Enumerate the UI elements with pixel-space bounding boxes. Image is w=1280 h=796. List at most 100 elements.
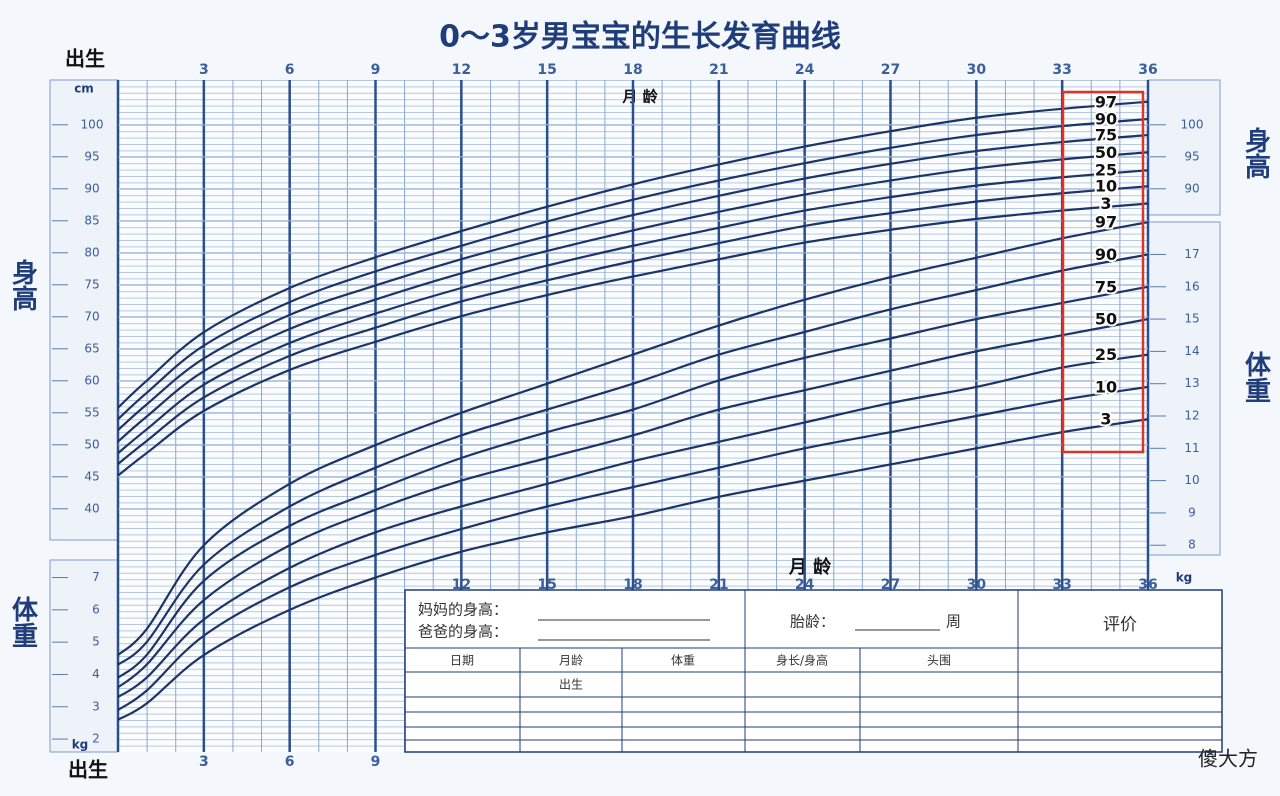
x-axis-label: 月 龄 [621,88,658,106]
x-tick-label: 3 [199,62,209,78]
legend-label: 50 [1095,310,1117,329]
y-tick-label: 40 [84,501,99,515]
percentile-curve [117,133,1149,431]
legend-label: 97 [1095,92,1117,111]
percentile-curve [117,169,1149,454]
x-tick-label: 21 [709,577,728,593]
legend-label: 90 [1095,110,1117,129]
y-tick-label: 50 [84,437,99,451]
x-tick-label: 15 [537,62,556,78]
y2-tick-label: 16 [1184,279,1199,293]
legend-label: 97 [1095,213,1117,232]
right-weight-panel [1147,221,1221,556]
legend-label: 10 [1095,177,1117,196]
y-axis-label: 身高 [8,258,38,311]
y2-tick-label: 14 [1184,344,1199,358]
evaluation-label: 评价 [1103,615,1137,635]
chart-title: 0～3岁男宝宝的生长发育曲线 [439,20,841,55]
x-axis-label: 月 龄 [788,556,832,578]
y2-tick-label: 12 [1184,409,1199,423]
column-header: 头围 [927,654,951,668]
y2-tick-label: 3 [92,699,100,713]
x-tick-label: 36 [1138,577,1157,593]
column-header: 月龄 [559,654,583,668]
y2-tick-label: 7 [92,570,100,584]
gestational-age-label: 胎龄： [790,613,835,631]
legend-label: 25 [1095,161,1117,180]
x-tick-label: 12 [452,577,471,593]
column-header: 体重 [671,654,695,668]
legend-label: 75 [1095,126,1117,145]
y2-tick-label: 5 [92,635,100,649]
y2-tick-label: 13 [1184,376,1199,390]
y-axis-label: 身高 [1241,126,1271,179]
percentile-curve [117,418,1149,721]
x-tick-label: 30 [967,62,987,78]
y2-tick-label: 8 [1188,538,1196,552]
y-tick-label: 60 [84,373,99,387]
form-box [404,589,1223,753]
x-tick-label: 24 [795,62,815,78]
first-row-age: 出生 [559,678,583,692]
percentile-curve [117,151,1149,443]
right-height-panel [1147,79,1221,216]
x-tick-label: 27 [881,577,900,593]
y2-axis-label: 体重 [8,596,38,648]
x-tick-label: 9 [371,754,381,770]
column-header: 身长/身高 [776,653,828,668]
legend-label: 25 [1095,345,1117,364]
x-tick-label: 21 [709,62,728,78]
y-tick-label: 100 [81,117,104,131]
x-tick-label: 9 [371,62,381,78]
y-tick-label: 100 [1181,117,1204,131]
percentile-curve [117,253,1149,666]
x-tick-label: 36 [1138,62,1157,78]
y2-unit: kg [72,738,89,752]
y2-tick-label: 15 [1184,312,1199,326]
percentile-curve [117,317,1149,689]
legend-label: 3 [1100,410,1111,429]
y2-tick-label: 11 [1184,441,1199,455]
y-tick-label: 90 [84,181,99,195]
percentile-curve [117,285,1149,679]
x-tick-label: 6 [285,754,295,770]
week-label: 周 [946,613,961,631]
percentile-curve [117,385,1149,711]
x-tick-label: 30 [967,577,987,593]
mother-height-label: 妈妈的身高： [418,601,508,619]
y-tick-label: 55 [84,405,99,419]
percentile-curve [117,202,1149,477]
legend-label: 10 [1095,377,1117,396]
percentile-curve [117,100,1149,409]
y-tick-label: 95 [1184,149,1199,163]
percentile-curve [117,185,1149,465]
x-tick-label: 18 [623,577,642,593]
x-tick-label: 6 [285,62,295,78]
y2-tick-label: 4 [92,667,100,681]
percentile-curve [117,353,1149,699]
record-form: 妈妈的身高： 爸爸的身高： 胎龄： 周 评价 日期 月龄 体重 身长/身高 头围… [404,589,1223,753]
legend-label: 90 [1095,245,1117,264]
y-tick-label: 65 [84,341,99,355]
legend-label: 50 [1095,143,1117,162]
x-tick-label: 出生 [68,758,108,782]
watermark: 傻大方 [1198,747,1258,771]
y-tick-label: 70 [84,309,99,323]
y2-tick-label: 9 [1188,505,1196,519]
y2-unit: kg [1176,571,1193,585]
y-tick-label: 80 [84,245,99,259]
y2-tick-label: 6 [92,602,100,616]
x-tick-label: 12 [452,62,471,78]
y2-tick-label: 10 [1184,473,1199,487]
column-header: 日期 [450,654,474,668]
highlight-box [1061,90,1145,454]
y2-tick-label: 2 [92,732,100,746]
x-tick-label: 15 [537,577,556,593]
y-unit: cm [74,82,94,96]
legend-label: 3 [1100,194,1111,213]
y-tick-label: 85 [84,213,99,227]
legend-label: 75 [1095,277,1117,296]
x-tick-label: 33 [1052,62,1071,78]
x-tick-label: 3 [199,754,209,770]
